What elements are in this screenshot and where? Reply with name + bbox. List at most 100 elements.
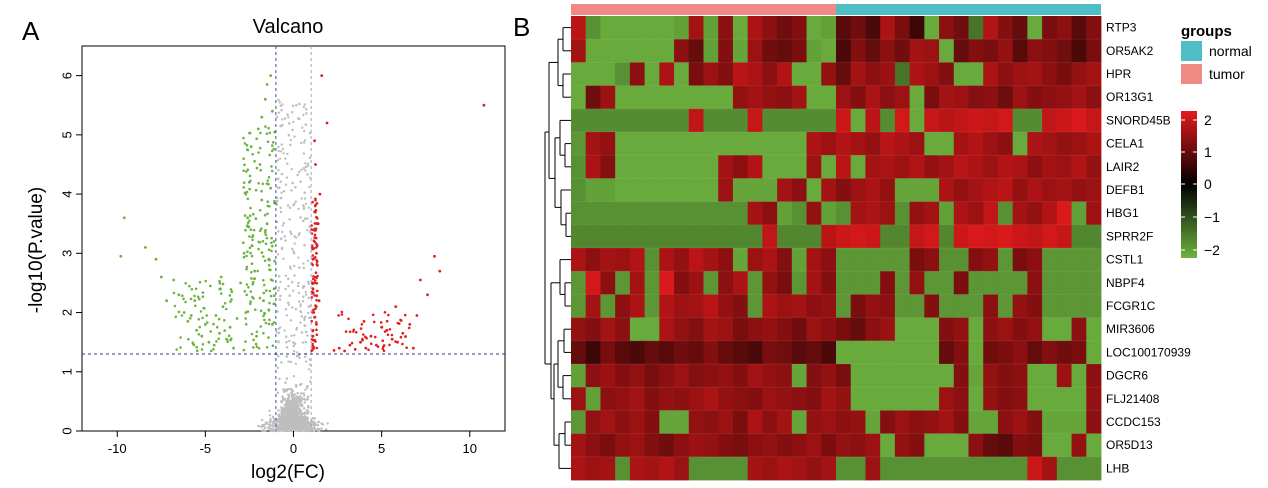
heatmap-cell (629, 132, 646, 156)
volcano-point-ns (304, 165, 308, 169)
heatmap-cell (674, 178, 690, 202)
heatmap-cell (762, 433, 778, 458)
volcano-point-ns (307, 296, 310, 300)
heatmap-cell (997, 155, 1014, 179)
heatmap-cell (806, 364, 822, 388)
heatmap-cell (1027, 248, 1043, 272)
volcano-point-ns (286, 405, 289, 408)
volcano-point-up (401, 342, 404, 346)
heatmap-row-labels: RTP3OR5AK2HPROR13G1SNORD45BCELA1LAIR2DEF… (1106, 21, 1191, 476)
volcano-point-down (266, 140, 270, 144)
heatmap-cell (615, 108, 631, 133)
volcano-point-down (271, 323, 274, 326)
volcano-point-up (312, 308, 315, 312)
volcano-point-ns (287, 134, 291, 137)
heatmap-cell (1086, 224, 1102, 249)
volcano-point-ns (277, 145, 280, 149)
heatmap-cell (688, 456, 704, 481)
heatmap-cell (1027, 433, 1043, 458)
heatmap-cell (747, 317, 763, 342)
volcano-point-up (315, 282, 319, 285)
heatmap-cell (659, 271, 675, 295)
heatmap-cell (1027, 340, 1043, 365)
heatmap-cell (1086, 155, 1102, 179)
volcano-point-up (316, 217, 319, 220)
legend-label-tumor: tumor (1209, 66, 1245, 82)
heatmap-cell (850, 85, 866, 110)
heatmap-cell (585, 456, 601, 481)
volcano-point-ns (275, 421, 278, 424)
heatmap-cell (909, 178, 925, 202)
volcano-point-ns (302, 412, 306, 416)
volcano-point-ns (296, 284, 300, 288)
heatmap-cell (600, 224, 616, 249)
volcano-point-ns (277, 409, 280, 412)
volcano-point-down (249, 145, 253, 149)
volcano-point-down (251, 244, 254, 248)
heatmap-cell (968, 62, 984, 86)
volcano-point-down (177, 293, 181, 297)
volcano-point-ns (277, 98, 280, 102)
heatmap-cell (939, 364, 955, 388)
heatmap-cell (615, 85, 631, 110)
heatmap-cell (968, 224, 984, 249)
heatmap-cell (836, 456, 852, 481)
heatmap-cell (924, 456, 940, 481)
heatmap-cell (762, 271, 778, 295)
volcano-point-ns (289, 402, 292, 406)
heatmap-cell (806, 271, 822, 295)
heatmap-cell (762, 224, 778, 249)
heatmap-cell (688, 364, 704, 388)
heatmap-cell (791, 456, 807, 481)
heatmap-cell (674, 271, 690, 295)
volcano-point-down (204, 279, 207, 283)
heatmap-cell (659, 317, 675, 342)
volcano-point-ns (277, 177, 280, 180)
volcano-point-down (173, 304, 177, 308)
volcano-point-up (314, 211, 317, 214)
volcano-point-ns (276, 253, 280, 256)
heatmap-cell (997, 108, 1014, 133)
heatmap-cell (571, 364, 587, 388)
heatmap-cell (674, 108, 690, 133)
volcano-point-ns (303, 401, 306, 404)
heatmap-cell (924, 155, 940, 179)
heatmap-cell (747, 294, 763, 318)
volcano-point-down (198, 280, 202, 284)
heatmap-cell (997, 132, 1014, 156)
heatmap-cell (718, 16, 734, 40)
heatmap-cell (644, 132, 660, 156)
heatmap-cell (791, 433, 807, 458)
heatmap-cell (732, 456, 749, 481)
heatmap-cell (777, 294, 793, 318)
volcano-point-down (221, 282, 225, 286)
volcano-point-ns (291, 247, 294, 251)
volcano-point-ns (308, 156, 312, 159)
heatmap-cell (865, 317, 881, 342)
volcano-point-down (267, 248, 271, 252)
heatmap-cell (644, 155, 660, 179)
volcano-point-up (310, 319, 314, 323)
volcano-point-ns (300, 141, 303, 145)
heatmap-cell (939, 132, 955, 156)
heatmap-cell (865, 155, 881, 179)
volcano-point-up (314, 163, 317, 166)
volcano-point-up (314, 208, 318, 212)
volcano-point-up (361, 338, 364, 342)
volcano-point-ns (280, 416, 284, 420)
volcano-point-up (315, 323, 318, 326)
volcano-point-down (197, 333, 201, 336)
volcano-point-ns (272, 419, 276, 423)
volcano-point-ns (283, 429, 286, 432)
heatmap-cell (880, 456, 896, 481)
heatmap-cell (791, 39, 807, 63)
heatmap-cell (821, 85, 837, 110)
volcano-point-ns (268, 420, 271, 424)
volcano-point-ns (290, 334, 293, 337)
heatmap-cell (894, 433, 911, 458)
volcano-point-down (251, 282, 254, 286)
heatmap-cell (1056, 108, 1072, 133)
volcano-point-down (258, 296, 262, 300)
